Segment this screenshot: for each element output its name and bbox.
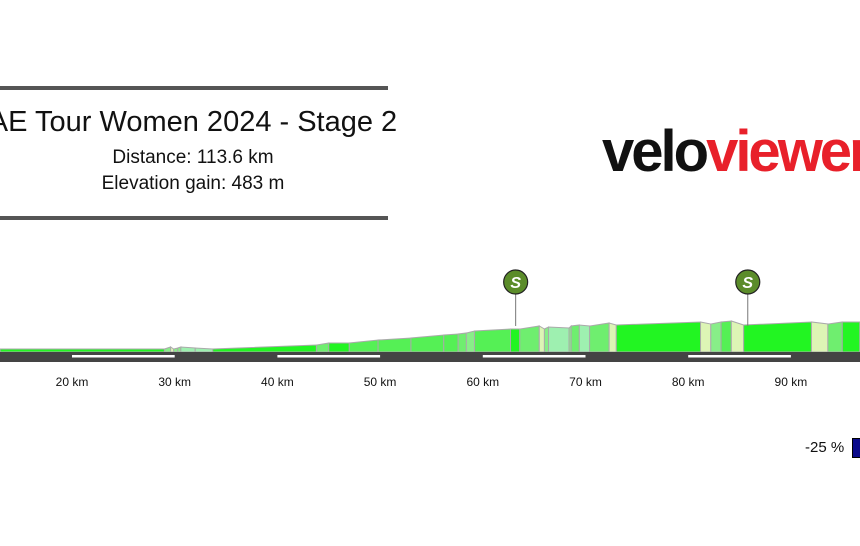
profile-segment: [328, 342, 350, 353]
x-tick-label: 30 km: [158, 375, 191, 389]
profile-segment: [348, 339, 379, 353]
distance-text: Distance: 113.6 km: [112, 147, 274, 168]
road-dash: [72, 355, 175, 358]
road-dash: [688, 355, 791, 358]
sprint-label: S: [510, 275, 521, 292]
profile-segment: [743, 321, 812, 353]
veloviewer-logo: veloviewer: [602, 118, 860, 185]
x-tick-label: 70 km: [569, 375, 602, 389]
sprint-label: S: [742, 275, 753, 292]
profile-segment: [410, 334, 445, 353]
profile-segment: [810, 321, 829, 353]
profile-segment: [519, 325, 540, 353]
profile-segment: [615, 321, 702, 353]
profile-segment: [465, 330, 476, 353]
profile-segment: [474, 328, 512, 353]
profile-segment: [510, 328, 521, 353]
profile-segment: [608, 322, 617, 353]
profile-segment: [194, 347, 214, 353]
profile-segment: [570, 324, 580, 353]
profile-segment: [457, 332, 467, 353]
elevation-gain-text: Elevation gain: 483 m: [101, 173, 285, 194]
profile-segment: [730, 320, 745, 353]
profile-segment: [578, 324, 591, 353]
x-tick-label: 50 km: [364, 375, 397, 389]
profile-segment: [377, 337, 412, 353]
profile-segment: [538, 325, 545, 353]
logo-viewer: viewer: [706, 119, 860, 184]
road-dash: [277, 355, 381, 358]
stage-title: AE Tour Women 2024 - Stage 2: [0, 106, 398, 138]
title-rule-top: [0, 86, 388, 90]
profile-segment: [841, 321, 860, 353]
profile-segment: [543, 326, 550, 353]
sprint-icon: [503, 269, 529, 295]
road-bar: [0, 352, 860, 362]
profile-segment: [589, 322, 610, 353]
title-rule-bottom: [0, 216, 388, 220]
x-tick-label: 40 km: [261, 375, 294, 389]
profile-segment: [180, 346, 196, 353]
x-tick-label: 20 km: [56, 375, 89, 389]
profile-segment: [710, 321, 722, 353]
profile-segment: [720, 320, 732, 353]
profile-segment: [0, 348, 165, 353]
profile-segment: [443, 333, 459, 353]
profile-segment: [315, 342, 330, 353]
profile-segment: [548, 326, 570, 353]
profile-segment: [212, 344, 317, 353]
road-dash: [482, 355, 586, 358]
legend-swatch: [852, 438, 860, 458]
profile-segment: [173, 347, 179, 353]
profile-segment: [827, 321, 843, 353]
x-tick-label: 90 km: [775, 375, 808, 389]
x-tick-label: 60 km: [466, 375, 499, 389]
logo-velo: velo: [602, 119, 709, 184]
profile-segment: [700, 321, 712, 353]
profile-segment: [163, 346, 172, 353]
x-tick-label: 80 km: [672, 375, 705, 389]
sprint-icon: [735, 269, 761, 295]
legend-label: -25 %: [805, 439, 845, 456]
